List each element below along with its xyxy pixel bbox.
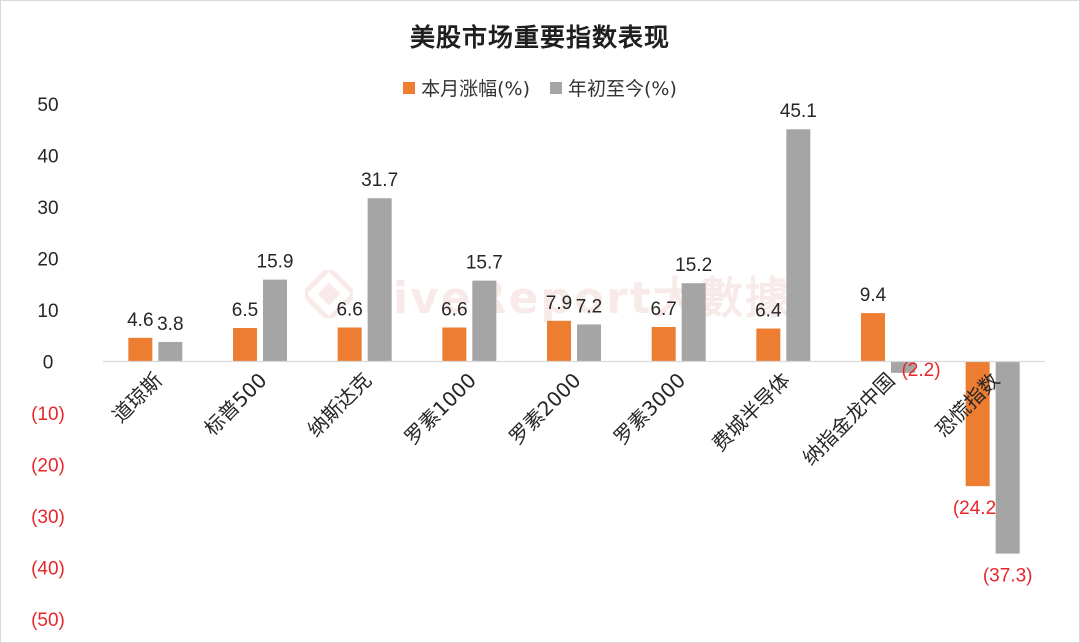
legend-swatch-monthly [403, 81, 416, 94]
legend-label-monthly: 本月涨幅(%) [421, 78, 530, 100]
bar [786, 129, 811, 362]
data-label: 6.6 [441, 300, 467, 321]
data-label: 3.8 [157, 314, 183, 335]
legend-item-monthly: 本月涨幅(%) [403, 74, 530, 101]
y-axis: 50 40 30 20 10 0 (10) (20) (30) (40) (50) [31, 95, 65, 631]
bar [965, 361, 990, 487]
y-tick-label: 10 [37, 301, 58, 322]
data-label: 6.5 [232, 300, 258, 321]
bar [547, 320, 571, 362]
bar [651, 326, 676, 362]
bar [861, 313, 885, 362]
category-label: 费城半导体 [707, 368, 795, 456]
legend-item-ytd: 年初至今(%) [550, 74, 677, 101]
category-label: 标普500 [199, 368, 271, 440]
chart-title: 美股市场重要指数表现 [409, 23, 670, 52]
y-tick-label: 50 [37, 95, 58, 116]
category-label: 道琼斯 [107, 368, 166, 427]
data-label: (2.2) [901, 360, 940, 381]
y-tick-label: (40) [31, 559, 65, 580]
bar [367, 198, 392, 362]
bar [158, 341, 183, 362]
data-label: 9.4 [860, 285, 887, 306]
bar [472, 280, 497, 362]
bars: 4.6 3.8 6.5 15.9 6.6 31.7 6.6 15.7 7.9 7.2 6.7 15.2… [127, 101, 1032, 586]
y-tick-label: (30) [31, 507, 65, 528]
data-label: 31.7 [361, 170, 398, 191]
data-label: 6.7 [650, 299, 676, 320]
category-label: 罗素2000 [504, 368, 585, 449]
category-label: 罗素3000 [609, 368, 690, 449]
bar [995, 361, 1020, 554]
data-label: (24.2) [953, 498, 1003, 519]
data-label: 4.6 [127, 310, 153, 331]
bar [442, 327, 467, 362]
data-label: 15.7 [466, 253, 503, 274]
bar [233, 328, 257, 362]
y-tick-label: 30 [37, 198, 58, 219]
data-label: 6.6 [336, 300, 362, 321]
legend-label-ytd: 年初至今(%) [568, 78, 677, 100]
data-label: 15.2 [675, 255, 712, 276]
y-tick-label: (20) [31, 456, 65, 477]
y-tick-label: (50) [31, 610, 65, 631]
bar [337, 327, 362, 362]
category-label: 纳指金龙中国 [798, 368, 900, 470]
bar [681, 283, 706, 362]
legend-swatch-ytd [550, 81, 562, 94]
data-label: (37.3) [983, 566, 1033, 587]
chart-legend: 本月涨幅(%) 年初至今(%) [0, 74, 1080, 101]
y-tick-label: 0 [43, 353, 54, 374]
y-tick-label: (10) [31, 404, 65, 425]
bar [891, 361, 915, 373]
data-label: 7.9 [546, 293, 572, 314]
data-label: 45.1 [780, 101, 817, 122]
y-tick-label: 40 [37, 147, 58, 168]
bar [577, 324, 601, 362]
bar [756, 328, 781, 362]
bar [128, 337, 153, 362]
data-label: 15.9 [257, 252, 294, 273]
category-label: 纳斯达克 [303, 368, 377, 442]
bar [263, 279, 287, 362]
data-label: 7.2 [576, 296, 602, 317]
category-label: 罗素1000 [400, 368, 481, 449]
y-tick-label: 20 [37, 250, 58, 271]
data-label: 6.4 [755, 301, 782, 322]
